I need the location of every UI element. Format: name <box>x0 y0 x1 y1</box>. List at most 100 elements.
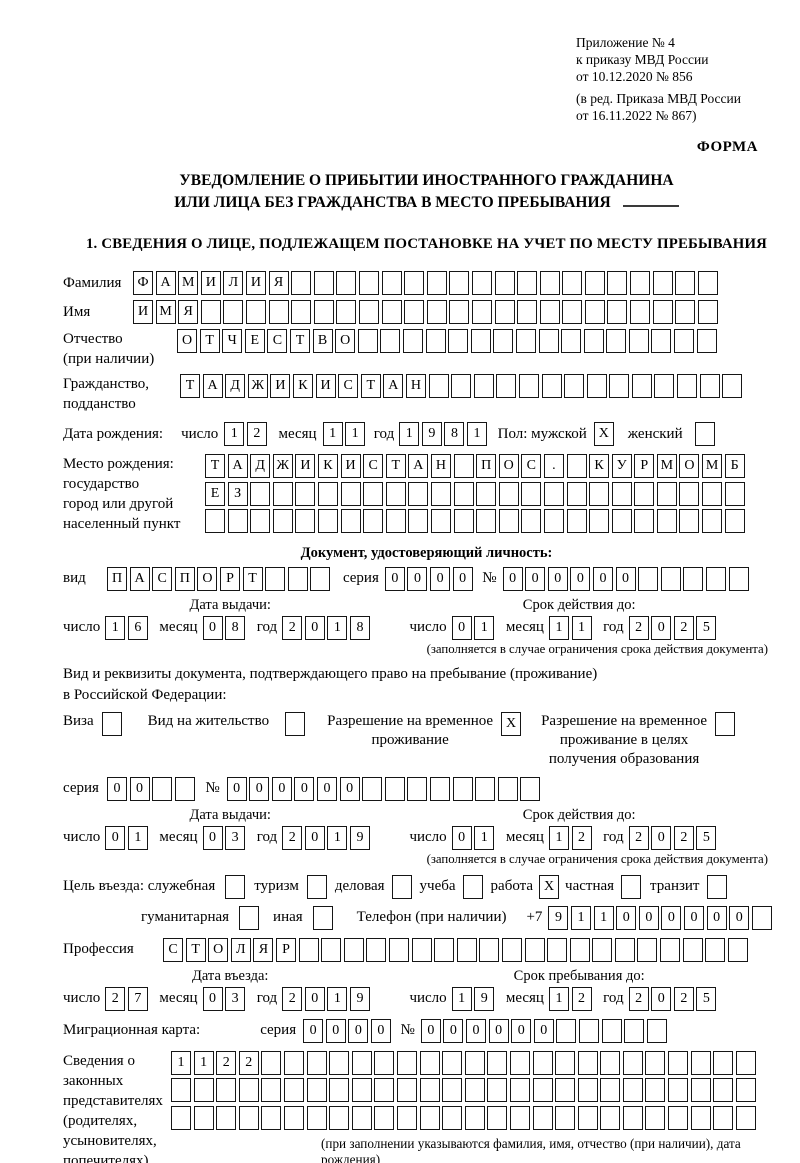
char-cell[interactable] <box>363 509 384 534</box>
char-cell[interactable] <box>656 509 677 534</box>
purpose-study-checkbox[interactable] <box>462 874 483 899</box>
char-cell[interactable]: Ф <box>133 271 153 295</box>
char-cell[interactable]: 1 <box>474 825 495 850</box>
char-cell[interactable] <box>283 1078 304 1103</box>
char-cell[interactable]: 0 <box>684 905 704 930</box>
char-cell[interactable] <box>464 1078 485 1103</box>
char-cell[interactable]: А <box>129 566 150 591</box>
char-cell[interactable]: А <box>227 454 248 478</box>
char-cell[interactable]: 0 <box>615 566 636 591</box>
purpose-other-checkbox[interactable] <box>312 905 333 930</box>
title-blank-line[interactable] <box>622 203 679 207</box>
char-cell[interactable] <box>430 509 451 534</box>
char-cell[interactable]: 2 <box>673 986 694 1011</box>
char-cell[interactable]: 0 <box>407 566 428 591</box>
char-cell[interactable]: 0 <box>651 825 672 850</box>
char-cell[interactable] <box>532 1078 553 1103</box>
char-cell[interactable] <box>193 1078 214 1103</box>
char-cell[interactable]: 2 <box>246 422 267 446</box>
char-cell[interactable] <box>313 271 334 295</box>
char-cell[interactable]: 0 <box>570 566 591 591</box>
char-cell[interactable] <box>611 481 632 506</box>
char-cell[interactable]: И <box>270 374 291 398</box>
char-cell[interactable] <box>715 711 736 736</box>
char-cell[interactable]: 0 <box>202 986 223 1011</box>
char-cell[interactable] <box>562 300 583 324</box>
char-cell[interactable] <box>521 509 542 534</box>
char-cell[interactable]: П <box>174 566 195 591</box>
char-cell[interactable]: Т <box>180 374 200 398</box>
char-cell[interactable] <box>601 1018 622 1043</box>
char-cell[interactable] <box>630 271 651 295</box>
char-cell[interactable] <box>295 509 316 534</box>
char-cell[interactable]: 0 <box>317 776 337 801</box>
char-cell[interactable] <box>675 300 696 324</box>
char-cell[interactable]: 1 <box>571 615 592 640</box>
char-cell[interactable] <box>707 874 728 899</box>
char-cell[interactable] <box>543 509 564 534</box>
char-cell[interactable]: А <box>408 454 429 478</box>
char-cell[interactable] <box>174 776 195 801</box>
char-cell[interactable] <box>517 300 538 324</box>
char-cell[interactable]: М <box>702 454 723 478</box>
char-cell[interactable] <box>408 509 429 534</box>
purpose-transit-checkbox[interactable] <box>707 874 728 899</box>
char-cell[interactable] <box>586 374 607 398</box>
char-cell[interactable] <box>656 481 677 506</box>
char-cell[interactable] <box>363 481 384 506</box>
char-cell[interactable]: Я <box>178 300 199 324</box>
char-cell[interactable]: 6 <box>127 615 148 640</box>
char-cell[interactable]: 9 <box>349 825 370 850</box>
purpose-tourism-checkbox[interactable] <box>306 874 327 899</box>
char-cell[interactable] <box>487 1105 508 1130</box>
char-cell[interactable]: Ч <box>222 329 243 353</box>
char-cell[interactable] <box>362 776 383 801</box>
char-cell[interactable]: 1 <box>548 615 569 640</box>
char-cell[interactable] <box>569 937 590 962</box>
char-cell[interactable]: Т <box>205 454 225 478</box>
char-cell[interactable]: 2 <box>282 615 303 640</box>
char-cell[interactable] <box>425 329 446 353</box>
char-cell[interactable] <box>317 509 338 534</box>
char-cell[interactable]: И <box>133 300 153 324</box>
char-cell[interactable] <box>532 1050 553 1075</box>
char-cell[interactable] <box>351 1105 372 1130</box>
char-cell[interactable] <box>539 300 560 324</box>
char-cell[interactable]: Т <box>199 329 220 353</box>
legal-rep-row3-boxes[interactable] <box>171 1105 790 1130</box>
char-cell[interactable] <box>702 481 723 506</box>
char-cell[interactable]: 1 <box>171 1050 191 1075</box>
char-cell[interactable]: 2 <box>673 615 694 640</box>
char-cell[interactable]: 2 <box>216 1050 237 1075</box>
char-cell[interactable]: 0 <box>384 566 405 591</box>
char-cell[interactable] <box>645 1105 666 1130</box>
char-cell[interactable] <box>407 776 428 801</box>
purpose-business-checkbox[interactable] <box>391 874 412 899</box>
char-cell[interactable]: 0 <box>706 905 727 930</box>
char-cell[interactable]: 0 <box>304 615 325 640</box>
char-cell[interactable] <box>705 937 726 962</box>
char-cell[interactable]: 8 <box>349 615 370 640</box>
char-cell[interactable]: 0 <box>502 566 523 591</box>
char-cell[interactable]: П <box>107 566 127 591</box>
residence-permit-checkbox[interactable] <box>285 711 306 736</box>
char-cell[interactable]: X <box>501 711 522 736</box>
char-cell[interactable] <box>637 937 658 962</box>
char-cell[interactable]: 1 <box>327 986 348 1011</box>
char-cell[interactable]: К <box>292 374 313 398</box>
char-cell[interactable]: 5 <box>696 615 717 640</box>
char-cell[interactable]: 2 <box>282 986 303 1011</box>
char-cell[interactable] <box>735 1105 756 1130</box>
char-cell[interactable] <box>456 937 477 962</box>
char-cell[interactable] <box>521 481 542 506</box>
char-cell[interactable] <box>577 1105 598 1130</box>
char-cell[interactable]: 0 <box>202 825 223 850</box>
char-cell[interactable] <box>654 374 675 398</box>
char-cell[interactable] <box>358 300 379 324</box>
char-cell[interactable] <box>310 566 331 591</box>
char-cell[interactable]: Т <box>385 454 406 478</box>
